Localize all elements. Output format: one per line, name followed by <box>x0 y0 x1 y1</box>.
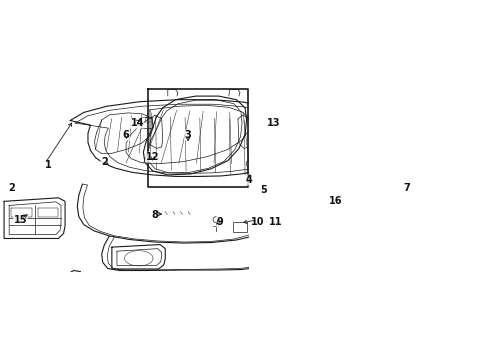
Text: 1: 1 <box>45 160 51 170</box>
Text: 8: 8 <box>151 210 159 220</box>
Text: 10: 10 <box>251 217 265 227</box>
Text: 3: 3 <box>185 130 192 140</box>
Bar <box>252 221 265 232</box>
Text: 2: 2 <box>101 157 108 167</box>
Text: 4: 4 <box>246 175 252 185</box>
Text: 13: 13 <box>267 118 280 128</box>
Bar <box>141 117 151 128</box>
Text: 11: 11 <box>270 217 283 227</box>
Text: 14: 14 <box>130 118 144 128</box>
Bar <box>233 222 247 232</box>
Text: 5: 5 <box>260 185 267 195</box>
Text: 12: 12 <box>146 152 159 162</box>
Text: 6: 6 <box>122 130 129 140</box>
Text: 15: 15 <box>14 215 27 225</box>
Text: 9: 9 <box>216 217 223 227</box>
Text: 16: 16 <box>329 196 343 206</box>
Text: 2: 2 <box>8 183 15 193</box>
Text: 7: 7 <box>403 183 410 193</box>
